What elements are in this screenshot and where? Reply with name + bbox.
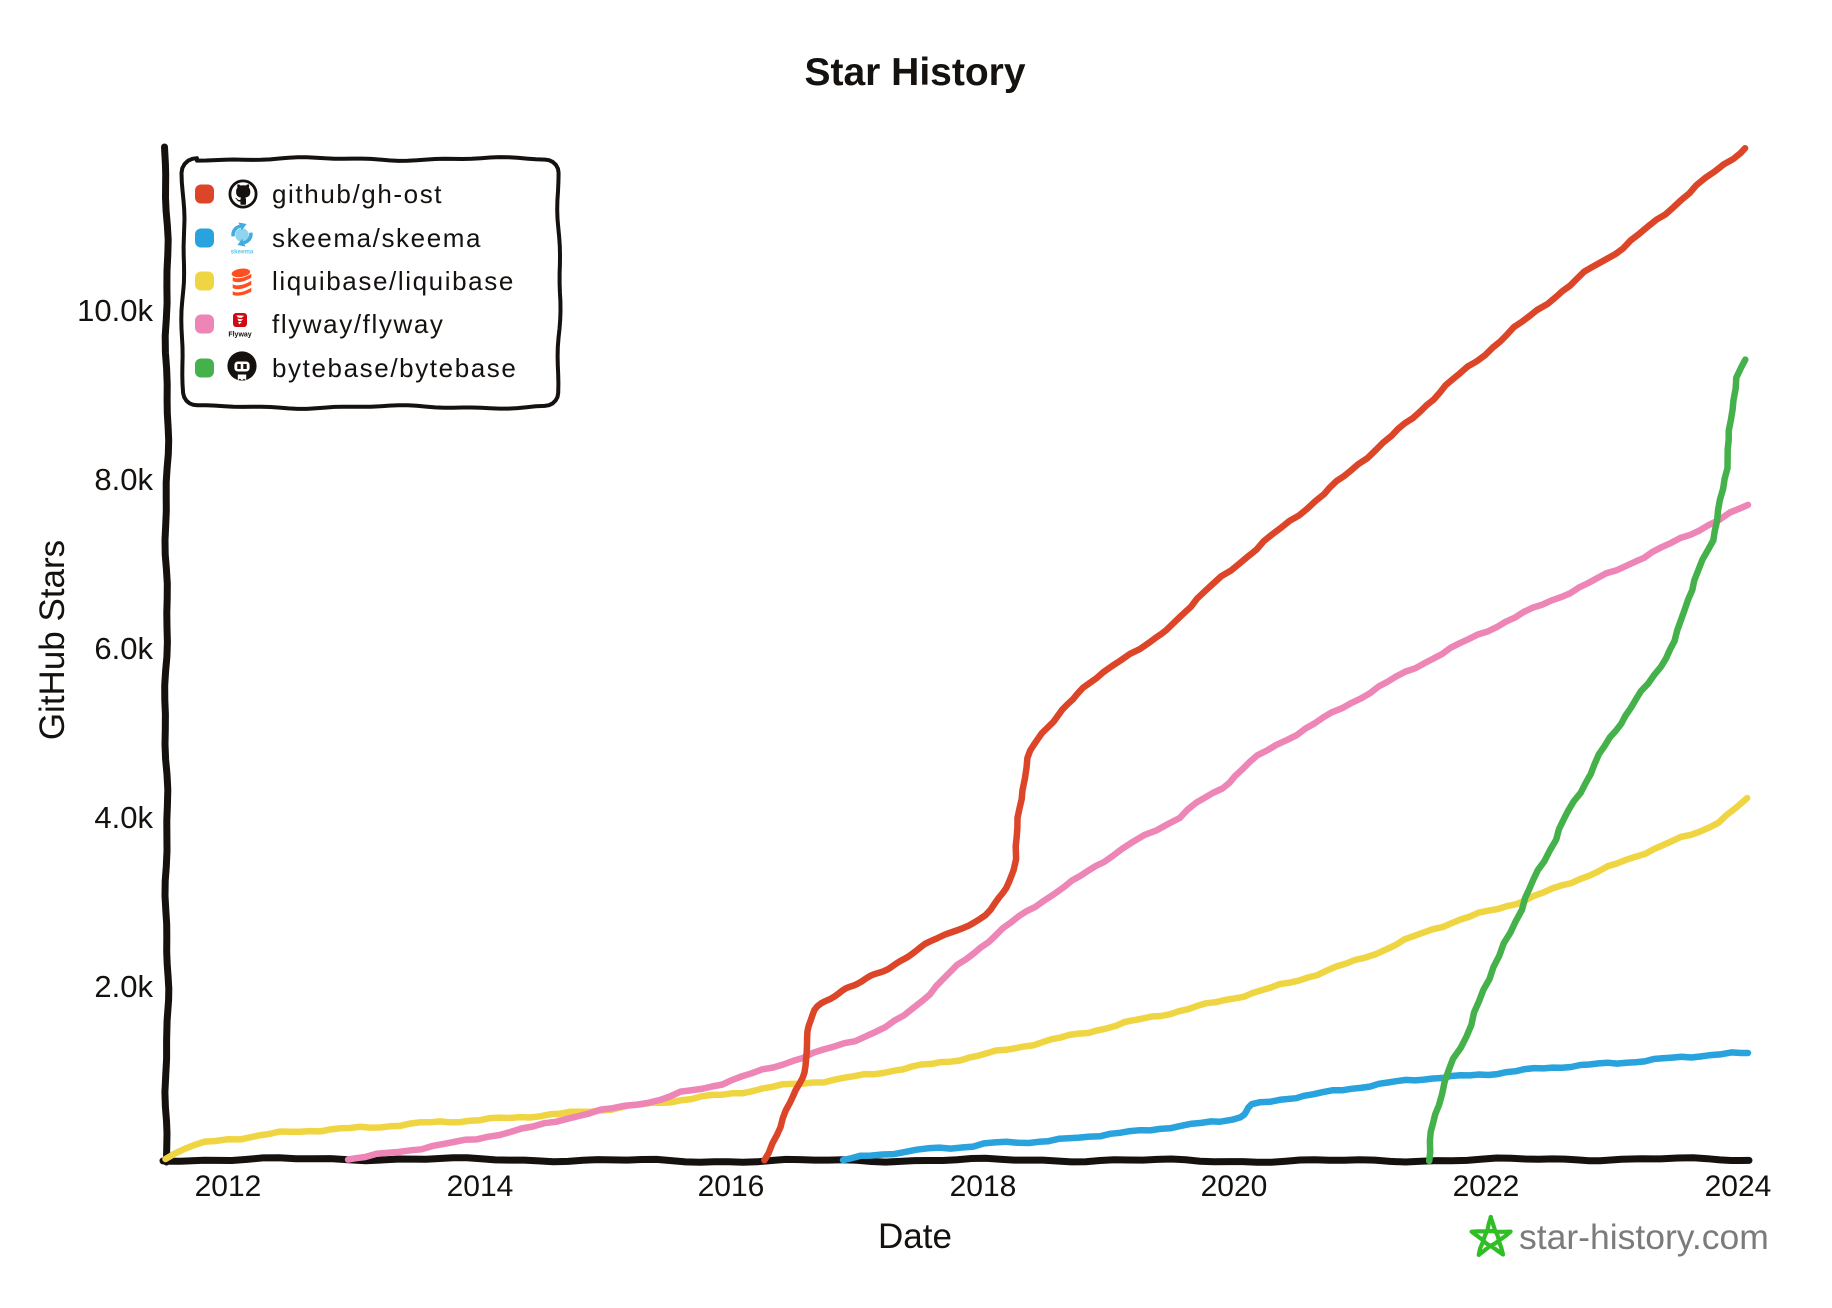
svg-text:Flyway: Flyway xyxy=(228,332,251,339)
svg-text:2.0k: 2.0k xyxy=(94,969,153,1004)
svg-text:2020: 2020 xyxy=(1201,1170,1268,1203)
svg-text:2012: 2012 xyxy=(195,1170,262,1203)
svg-text:6.0k: 6.0k xyxy=(94,631,153,666)
svg-text:2014: 2014 xyxy=(447,1170,514,1203)
svg-text:10.0k: 10.0k xyxy=(77,293,153,328)
svg-text:2022: 2022 xyxy=(1453,1170,1520,1203)
svg-text:2024: 2024 xyxy=(1705,1170,1772,1203)
svg-text:GitHub Stars: GitHub Stars xyxy=(33,540,72,740)
svg-text:star-history.com: star-history.com xyxy=(1519,1217,1769,1257)
svg-text:github/gh-ost: github/gh-ost xyxy=(272,179,443,209)
svg-text:2016: 2016 xyxy=(698,1170,765,1203)
svg-text:skeema: skeema xyxy=(231,249,254,256)
svg-text:bytebase/bytebase: bytebase/bytebase xyxy=(272,353,517,383)
svg-text:2018: 2018 xyxy=(950,1170,1017,1203)
svg-text:liquibase/liquibase: liquibase/liquibase xyxy=(272,266,515,296)
svg-text:8.0k: 8.0k xyxy=(94,462,153,497)
svg-text:4.0k: 4.0k xyxy=(94,800,153,835)
svg-text:flyway/flyway: flyway/flyway xyxy=(272,309,445,339)
svg-text:skeema/skeema: skeema/skeema xyxy=(272,223,482,253)
svg-text:Date: Date xyxy=(878,1217,952,1256)
svg-text:Star History: Star History xyxy=(804,51,1025,94)
